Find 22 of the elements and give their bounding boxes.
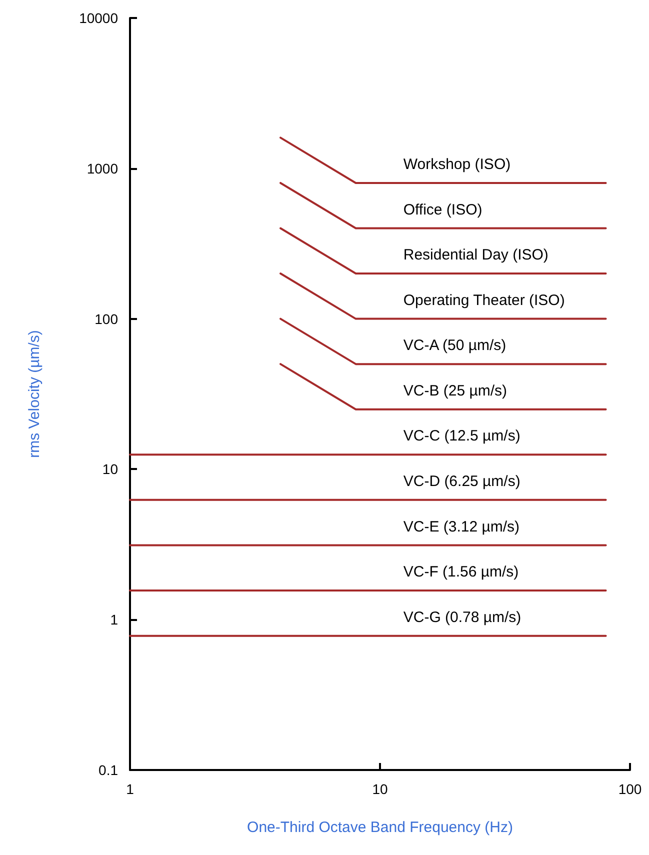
y-tick-label: 1 [110, 612, 118, 628]
series-label: VC-B (25 µm/s) [403, 382, 508, 400]
series-label: Residential Day (ISO) [403, 246, 548, 264]
x-axis-title: One-Third Octave Band Frequency (Hz) [247, 819, 513, 836]
series-label: Office (ISO) [403, 201, 482, 218]
series-label: Workshop (ISO) [403, 156, 511, 173]
series-label: Operating Theater (ISO) [403, 292, 565, 309]
y-tick-label: 1000 [86, 160, 118, 176]
y-axis-title: rms Velocity (µm/s) [26, 330, 43, 458]
y-tick-label: 10 [102, 461, 118, 478]
series-label: VC-A (50 µm/s) [403, 337, 506, 354]
series-label: VC-E (3.12 µm/s) [403, 518, 520, 536]
series-label: VC-F (1.56 µm/s) [403, 564, 519, 581]
series-label: VC-D (6.25 µm/s) [403, 472, 520, 490]
y-tick-label: 100 [94, 310, 118, 327]
x-tick-label: 100 [618, 781, 642, 797]
series-label: VC-C (12.5 µm/s) [403, 428, 520, 445]
x-tick-label: 10 [372, 781, 388, 797]
y-tick-label: 10000 [79, 10, 118, 26]
series-label: VC-G (0.78 µm/s) [403, 608, 522, 626]
x-tick-label: 1 [126, 781, 134, 797]
y-tick-label: 0.1 [98, 762, 118, 778]
